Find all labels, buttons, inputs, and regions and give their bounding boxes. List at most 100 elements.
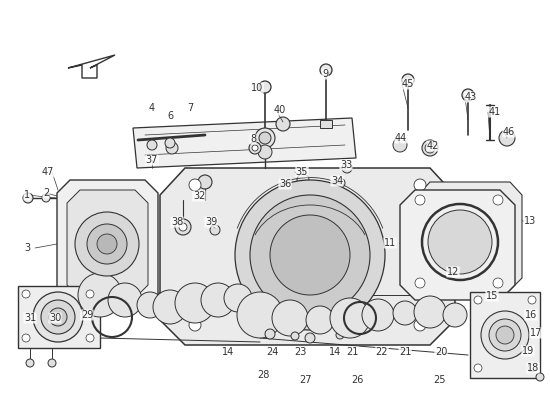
Text: 4: 4 (149, 103, 155, 113)
Circle shape (189, 179, 201, 191)
Circle shape (474, 364, 482, 372)
Circle shape (282, 187, 292, 197)
Text: 20: 20 (435, 347, 447, 357)
Text: 44: 44 (395, 133, 407, 143)
Circle shape (235, 180, 385, 330)
Polygon shape (57, 180, 158, 308)
Circle shape (22, 290, 30, 298)
Circle shape (272, 300, 308, 336)
Text: 14: 14 (329, 347, 341, 357)
Circle shape (414, 296, 446, 328)
Circle shape (22, 334, 30, 342)
Circle shape (499, 130, 515, 146)
Text: 34: 34 (331, 176, 343, 186)
Circle shape (489, 319, 521, 351)
Polygon shape (18, 286, 100, 348)
Circle shape (153, 290, 187, 324)
Circle shape (33, 292, 83, 342)
Circle shape (462, 89, 474, 101)
Text: 41: 41 (489, 107, 501, 117)
Text: a passion for parts since 1985: a passion for parts since 1985 (283, 244, 427, 326)
Text: 14: 14 (222, 347, 234, 357)
Circle shape (393, 301, 417, 325)
Circle shape (97, 234, 117, 254)
Polygon shape (418, 182, 522, 290)
Circle shape (330, 298, 370, 338)
Circle shape (291, 332, 299, 340)
Circle shape (362, 299, 394, 331)
Circle shape (250, 195, 370, 315)
Text: 10: 10 (251, 83, 263, 93)
Circle shape (41, 300, 75, 334)
Text: 25: 25 (434, 375, 446, 385)
Text: 22: 22 (376, 347, 388, 357)
Bar (320, 120, 332, 128)
Circle shape (474, 296, 482, 304)
Text: 47: 47 (42, 167, 54, 177)
Text: 6: 6 (167, 111, 173, 121)
Text: 35: 35 (296, 167, 308, 177)
Circle shape (249, 142, 261, 154)
Text: 42: 42 (427, 141, 439, 151)
Text: 36: 36 (279, 179, 291, 189)
Circle shape (179, 223, 187, 231)
Circle shape (224, 284, 252, 312)
Circle shape (23, 193, 33, 203)
Circle shape (255, 128, 275, 148)
Text: 9: 9 (322, 69, 328, 79)
Text: 46: 46 (503, 127, 515, 137)
Circle shape (259, 132, 271, 144)
Circle shape (306, 306, 334, 334)
Circle shape (528, 296, 536, 304)
Circle shape (86, 290, 94, 298)
Circle shape (26, 359, 34, 367)
Circle shape (536, 373, 544, 381)
Text: 19: 19 (522, 346, 534, 356)
Circle shape (414, 179, 426, 191)
Circle shape (422, 140, 438, 156)
Circle shape (402, 74, 414, 86)
Circle shape (175, 283, 215, 323)
Text: 23: 23 (294, 347, 306, 357)
Text: 21: 21 (346, 347, 358, 357)
Text: 29: 29 (81, 310, 93, 320)
Circle shape (49, 308, 67, 326)
Text: 21: 21 (399, 347, 411, 357)
Circle shape (265, 329, 275, 339)
Circle shape (270, 215, 350, 295)
Text: 40: 40 (274, 105, 286, 115)
Circle shape (276, 117, 290, 131)
Text: europarts: europarts (289, 178, 451, 282)
Circle shape (237, 292, 283, 338)
Text: 31: 31 (24, 313, 36, 323)
Polygon shape (400, 190, 515, 300)
Circle shape (175, 219, 191, 235)
Circle shape (415, 278, 425, 288)
Polygon shape (470, 292, 540, 378)
Text: 11: 11 (384, 238, 396, 248)
Text: 17: 17 (530, 328, 542, 338)
Text: 15: 15 (486, 291, 498, 301)
Circle shape (336, 331, 344, 339)
Circle shape (137, 292, 163, 318)
Polygon shape (160, 168, 455, 345)
Text: 28: 28 (257, 370, 269, 380)
Circle shape (258, 145, 272, 159)
Circle shape (342, 163, 352, 173)
Circle shape (414, 319, 426, 331)
Circle shape (42, 194, 50, 202)
Text: 2: 2 (43, 188, 49, 198)
Circle shape (86, 334, 94, 342)
Text: 45: 45 (402, 79, 414, 89)
Circle shape (210, 225, 220, 235)
Circle shape (166, 142, 178, 154)
Circle shape (496, 326, 514, 344)
Text: 38: 38 (171, 217, 183, 227)
Polygon shape (133, 118, 356, 168)
Circle shape (201, 283, 235, 317)
Circle shape (443, 303, 467, 327)
Circle shape (393, 138, 407, 152)
Circle shape (415, 195, 425, 205)
Circle shape (87, 224, 127, 264)
Text: 18: 18 (527, 363, 539, 373)
